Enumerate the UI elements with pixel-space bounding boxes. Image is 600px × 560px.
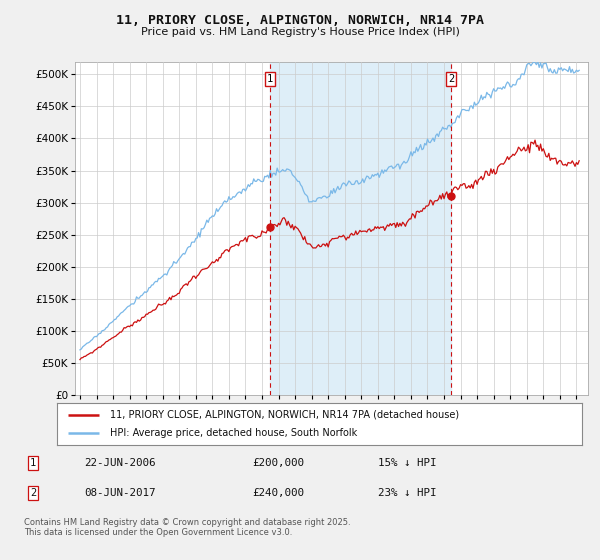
- Text: HPI: Average price, detached house, South Norfolk: HPI: Average price, detached house, Sout…: [110, 428, 357, 438]
- Text: 08-JUN-2017: 08-JUN-2017: [84, 488, 155, 498]
- Bar: [270, 62, 451, 395]
- Text: 22-JUN-2006: 22-JUN-2006: [84, 458, 155, 468]
- Text: £240,000: £240,000: [252, 488, 304, 498]
- Text: Price paid vs. HM Land Registry's House Price Index (HPI): Price paid vs. HM Land Registry's House …: [140, 27, 460, 37]
- Text: 1: 1: [266, 74, 273, 84]
- Text: 15% ↓ HPI: 15% ↓ HPI: [378, 458, 437, 468]
- Text: 11, PRIORY CLOSE, ALPINGTON, NORWICH, NR14 7PA: 11, PRIORY CLOSE, ALPINGTON, NORWICH, NR…: [116, 14, 484, 27]
- Text: 1: 1: [30, 458, 36, 468]
- Text: £200,000: £200,000: [252, 458, 304, 468]
- Text: Contains HM Land Registry data © Crown copyright and database right 2025.
This d: Contains HM Land Registry data © Crown c…: [24, 518, 350, 538]
- Text: 11, PRIORY CLOSE, ALPINGTON, NORWICH, NR14 7PA (detached house): 11, PRIORY CLOSE, ALPINGTON, NORWICH, NR…: [110, 410, 458, 420]
- Text: 2: 2: [448, 74, 454, 84]
- Text: 2: 2: [30, 488, 36, 498]
- Text: 23% ↓ HPI: 23% ↓ HPI: [378, 488, 437, 498]
